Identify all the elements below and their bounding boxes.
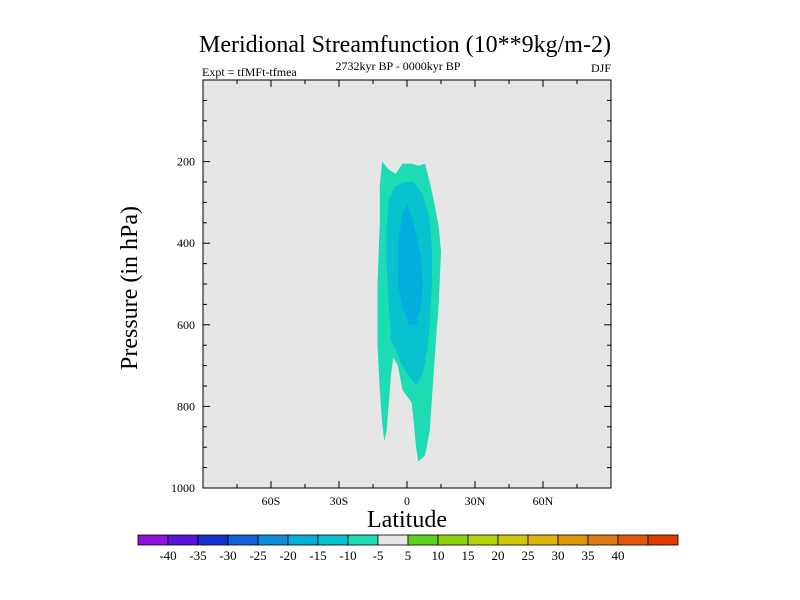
colorbar-swatch	[527, 534, 559, 546]
colorbar-swatch	[167, 534, 199, 546]
colorbar-swatch	[497, 534, 529, 546]
colorbar-swatch	[137, 534, 169, 546]
season-label: DJF	[591, 61, 611, 75]
colorbar-label: 15	[462, 548, 475, 563]
colorbar-label: -35	[189, 548, 206, 563]
colorbar-swatch	[467, 534, 499, 546]
colorbar-swatch	[407, 534, 439, 546]
y-tick-label: 400	[177, 236, 195, 250]
colorbar-label: -20	[279, 548, 296, 563]
colorbar-swatch	[647, 534, 679, 546]
x-tick-label: 0	[404, 494, 410, 508]
contour-region-3	[397, 202, 423, 325]
x-tick-label: 60N	[533, 494, 554, 508]
x-tick-label: 30S	[330, 494, 349, 508]
colorbar: -40 -35 -30 -25 -20 -15 -10 -5 5 10 15 20 25 30 35 40	[137, 534, 679, 563]
colorbar-swatch	[287, 534, 319, 546]
colorbar-swatch	[617, 534, 649, 546]
colorbar-label: 40	[612, 548, 625, 563]
colorbar-label: -25	[249, 548, 266, 563]
x-axis-label: Latitude	[367, 507, 447, 533]
contour-layer	[377, 161, 441, 462]
colorbar-label: 25	[522, 548, 535, 563]
colorbar-swatch	[347, 534, 379, 546]
colorbar-swatch	[317, 534, 349, 546]
colorbar-swatch	[377, 534, 409, 546]
colorbar-label: -10	[339, 548, 356, 563]
chart-title: Meridional Streamfunction (10**9kg/m-2)	[199, 32, 611, 58]
colorbar-swatch	[197, 534, 229, 546]
colorbar-label: 35	[582, 548, 595, 563]
experiment-label: Expt = tfMFt-tfmea	[202, 65, 297, 79]
x-tick-label: 30N	[465, 494, 486, 508]
colorbar-swatch	[557, 534, 589, 546]
colorbar-label: -5	[373, 548, 384, 563]
y-tick-label: 200	[177, 155, 195, 169]
colorbar-label: 10	[432, 548, 445, 563]
colorbar-swatch	[587, 534, 619, 546]
colorbar-label: -40	[159, 548, 176, 563]
colorbar-label: -15	[309, 548, 326, 563]
colorbar-label: 5	[405, 548, 412, 563]
colorbar-swatch	[257, 534, 289, 546]
colorbar-label: 30	[552, 548, 565, 563]
colorbar-swatch	[437, 534, 469, 546]
time-range-label: 2732kyr BP - 0000kyr BP	[336, 59, 461, 73]
axis-ticks: 60S 30S 0 30N 60N 200 400 600 800 1000	[171, 80, 611, 508]
colorbar-label: 20	[492, 548, 505, 563]
colorbar-swatch	[227, 534, 259, 546]
y-tick-label: 800	[177, 399, 195, 413]
y-tick-label: 600	[177, 318, 195, 332]
colorbar-label: -30	[219, 548, 236, 563]
y-axis-label: Pressure (in hPa)	[117, 206, 143, 370]
x-tick-label: 60S	[262, 494, 281, 508]
y-tick-label: 1000	[171, 481, 195, 495]
